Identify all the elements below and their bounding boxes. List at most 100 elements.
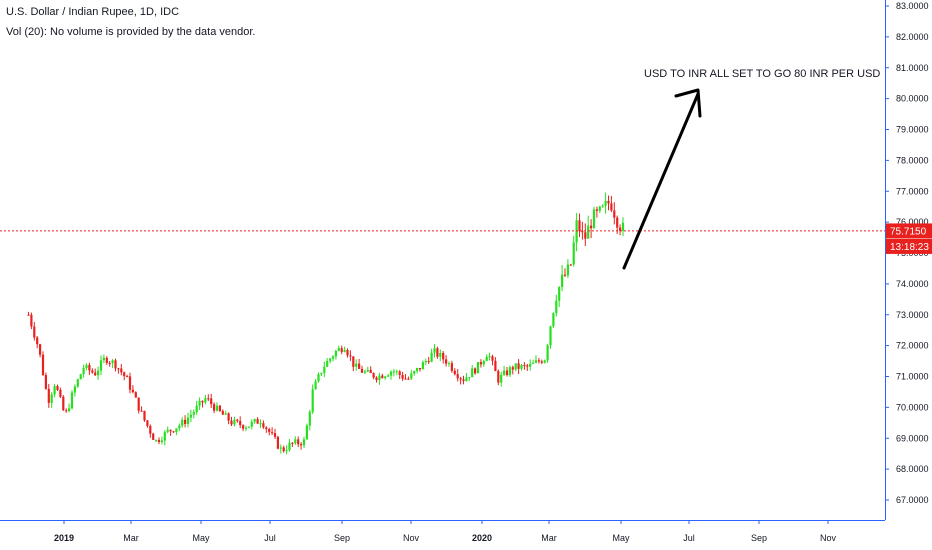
candle-body — [82, 368, 85, 375]
y-tick-label: 79.0000 — [896, 125, 929, 135]
candle-body — [369, 369, 372, 374]
candle-body — [262, 423, 265, 428]
candle-body — [169, 429, 172, 432]
candlesticks — [27, 192, 625, 455]
candle-body — [581, 231, 584, 233]
candle-body — [268, 429, 271, 433]
x-tick-label: Mar — [541, 533, 557, 543]
candle-body — [589, 225, 593, 229]
candle-body — [421, 362, 424, 370]
annotation-text[interactable]: USD TO INR ALL SET TO GO 80 INR PER USD — [644, 68, 881, 80]
candle-body — [526, 365, 529, 367]
candle-body — [436, 348, 439, 357]
candle-body — [227, 413, 230, 421]
candle-body — [444, 359, 448, 364]
candle-body — [560, 274, 564, 288]
candle-body — [601, 205, 604, 207]
candle-body — [485, 356, 488, 361]
candle-body — [540, 361, 543, 363]
candle-body — [70, 392, 74, 409]
candle-body — [453, 370, 456, 375]
candle-body — [500, 374, 503, 383]
candle-body — [67, 408, 71, 412]
candle-body — [407, 378, 410, 380]
candle-body — [497, 371, 500, 383]
candle-body — [442, 352, 445, 360]
candle-body — [618, 227, 622, 231]
candle-body — [488, 356, 491, 358]
candle-body — [134, 392, 137, 398]
candle-body — [53, 386, 56, 395]
y-tick-label: 70.0000 — [896, 402, 929, 412]
candle-body — [137, 397, 140, 411]
x-tick-label: Nov — [820, 533, 837, 543]
candle-body — [578, 220, 581, 232]
candle-body — [291, 442, 294, 444]
candle-body — [389, 371, 393, 376]
y-tick-label: 81.0000 — [896, 63, 929, 73]
candle-body — [250, 421, 253, 427]
y-tick-label: 82.0000 — [896, 32, 929, 42]
candle-body — [392, 371, 395, 373]
candle-body — [44, 375, 47, 389]
candle-body — [85, 364, 88, 369]
x-tick-label: Jul — [264, 533, 276, 543]
candle-body — [91, 370, 94, 373]
x-tick-label: 2019 — [54, 533, 74, 543]
candle-body — [378, 375, 381, 380]
candle-body — [65, 410, 68, 412]
candle-body — [114, 360, 117, 369]
candle-body — [468, 377, 471, 379]
candle-body — [189, 414, 192, 418]
candle-body — [331, 356, 335, 359]
candle-body — [346, 349, 349, 356]
candle-body — [323, 366, 326, 373]
candle-body — [131, 389, 134, 393]
x-tick-label: Nov — [403, 533, 420, 543]
y-tick-label: 68.0000 — [896, 464, 929, 474]
candle-body — [529, 363, 532, 367]
candle-body — [244, 427, 248, 429]
x-axis-ticks: 2019 Mar May Jul Sep Nov 2020 Mar May Jul Sep Nov — [54, 520, 837, 543]
x-tick-label: 2020 — [472, 533, 492, 543]
candle-body — [30, 314, 33, 327]
candle-body — [595, 209, 598, 211]
candle-body — [265, 427, 268, 430]
candle-body — [311, 389, 314, 412]
y-tick-label: 69.0000 — [896, 433, 929, 443]
y-tick-label: 77.0000 — [896, 186, 929, 196]
x-tick-label: Sep — [334, 533, 350, 543]
chart-title: U.S. Dollar / Indian Rupee, 1D, IDC — [6, 6, 180, 18]
candle-body — [326, 360, 329, 367]
candle-body — [282, 447, 285, 452]
candle-body — [183, 419, 187, 424]
candle-body — [247, 426, 250, 428]
candle-body — [288, 442, 291, 451]
candle-body — [546, 345, 549, 361]
candle-body — [355, 363, 358, 367]
candle-body — [621, 222, 625, 231]
x-tick-label: May — [192, 533, 210, 543]
candle-body — [27, 314, 30, 316]
candle-body — [473, 368, 477, 374]
candle-body — [41, 354, 45, 376]
candle-body — [471, 368, 474, 378]
candle-body — [566, 264, 569, 276]
candle-body — [610, 203, 613, 211]
candle-body — [534, 360, 538, 363]
candle-body — [375, 377, 378, 380]
countdown-value: 13:18:23 — [890, 242, 929, 253]
candle-body — [305, 425, 308, 440]
candle-body — [241, 425, 245, 429]
candle-body — [88, 364, 91, 371]
candle-body — [349, 355, 352, 357]
candle-body — [563, 274, 567, 276]
candle-body — [334, 350, 337, 357]
countdown-tag: 13:18:23 — [886, 238, 932, 254]
candle-body — [166, 429, 169, 432]
trend-arrow[interactable] — [622, 88, 702, 270]
candle-body — [505, 370, 509, 375]
candle-body — [99, 360, 103, 371]
candle-body — [517, 363, 520, 369]
